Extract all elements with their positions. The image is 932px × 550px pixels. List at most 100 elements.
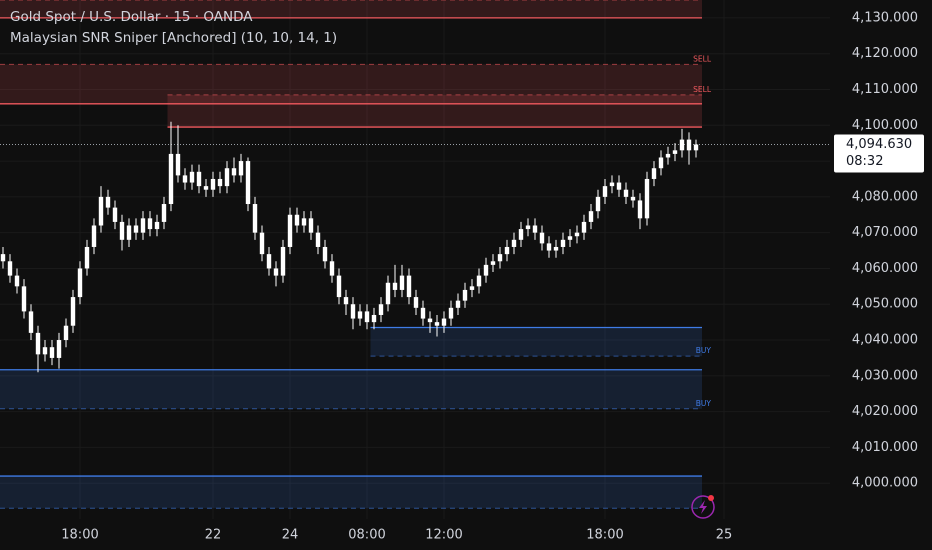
candle-body (147, 218, 153, 230)
candle-body (644, 178, 650, 219)
candle-body (182, 175, 188, 183)
candle-body (434, 322, 440, 326)
zone (0, 64, 702, 104)
candle-body (336, 275, 342, 298)
x-tick-label: 25 (716, 528, 733, 543)
candle-body (273, 268, 279, 276)
candle-body (203, 186, 209, 190)
y-tick-label: 4,050.000 (852, 297, 918, 312)
candle-body (665, 153, 671, 158)
indicator-title: Malaysian SNR Sniper [Anchored] (10, 10,… (10, 30, 337, 46)
candle-body (483, 264, 489, 276)
candle-body (49, 347, 55, 358)
candle-body (0, 254, 6, 262)
candle-body (161, 204, 167, 222)
y-tick-label: 4,100.000 (852, 118, 918, 133)
candle-body (140, 218, 146, 233)
candle-body (609, 182, 615, 187)
candle-body (231, 168, 237, 176)
zone-label: SELL (693, 54, 712, 63)
y-tick-label: 4,110.000 (852, 82, 918, 97)
candle-body (70, 297, 76, 326)
candle-body (238, 161, 244, 176)
candle-body (91, 225, 97, 247)
candle-body (84, 246, 90, 269)
candle-body (378, 304, 384, 315)
candle-body (616, 182, 622, 190)
zone (0, 369, 702, 409)
candle-body (210, 178, 216, 190)
candle-body (406, 275, 412, 298)
x-tick-label: 22 (205, 528, 222, 543)
candle-body (77, 268, 83, 298)
y-tick-label: 4,130.000 (852, 10, 918, 25)
y-tick-label: 4,120.000 (852, 46, 918, 61)
candle-body (658, 157, 664, 169)
zone (370, 327, 702, 357)
candle-body (581, 221, 587, 233)
candle-body (322, 246, 328, 262)
candle-body (98, 196, 104, 226)
price-marker (834, 134, 924, 173)
candle-body (42, 347, 48, 355)
candle-body (105, 196, 111, 208)
y-tick-label: 4,040.000 (852, 333, 918, 348)
zone (0, 476, 702, 509)
zone (167, 94, 702, 128)
candle-body (252, 204, 258, 233)
candle-body (301, 218, 307, 226)
candle-body (350, 304, 356, 319)
candle-body (63, 325, 69, 341)
candle-body (623, 189, 629, 197)
candle-body (518, 229, 524, 240)
candle-body (539, 232, 545, 244)
candle-body (469, 286, 475, 290)
candle-body (126, 225, 132, 240)
candle-body (21, 286, 27, 312)
candle-body (637, 200, 643, 219)
candle-body (455, 300, 461, 308)
candle-body (329, 261, 335, 276)
candle-body (490, 261, 496, 265)
price-label: 4,094.630 (846, 137, 912, 152)
candle-body (28, 311, 34, 333)
candle-body (427, 318, 433, 323)
candle-body (224, 168, 230, 187)
alert-icon[interactable] (691, 495, 715, 519)
x-tick-label: 24 (282, 528, 299, 543)
plot-area (0, 0, 830, 519)
candle-body (112, 207, 118, 222)
y-tick-label: 4,070.000 (852, 225, 918, 240)
candle-body (399, 275, 405, 290)
y-tick-label: 4,010.000 (852, 440, 918, 455)
candle-body (553, 246, 559, 251)
y-tick-label: 4,060.000 (852, 261, 918, 276)
candle-body (567, 236, 573, 240)
candle-body (371, 314, 377, 323)
zone-label: BUY (696, 399, 712, 408)
candle-body (679, 139, 685, 151)
candle-body (119, 221, 125, 240)
candle-body (602, 186, 608, 197)
candle-body (588, 211, 594, 222)
x-tick-label: 08:00 (348, 528, 385, 543)
candle-body (525, 225, 531, 230)
candle-body (287, 214, 293, 247)
candle-body (686, 139, 692, 151)
candle-body (294, 214, 300, 226)
candle-body (168, 153, 174, 205)
candle-body (448, 307, 454, 319)
candle-body (560, 239, 566, 247)
candle-body (189, 171, 195, 183)
y-tick-label: 4,030.000 (852, 368, 918, 383)
candle-body (511, 239, 517, 247)
x-tick-label: 12:00 (425, 528, 462, 543)
candle-body (441, 318, 447, 326)
candle-body (259, 232, 265, 255)
y-tick-label: 4,080.000 (852, 189, 918, 204)
candle-body (462, 289, 468, 301)
candle-body (35, 332, 41, 355)
candle-body (343, 297, 349, 305)
